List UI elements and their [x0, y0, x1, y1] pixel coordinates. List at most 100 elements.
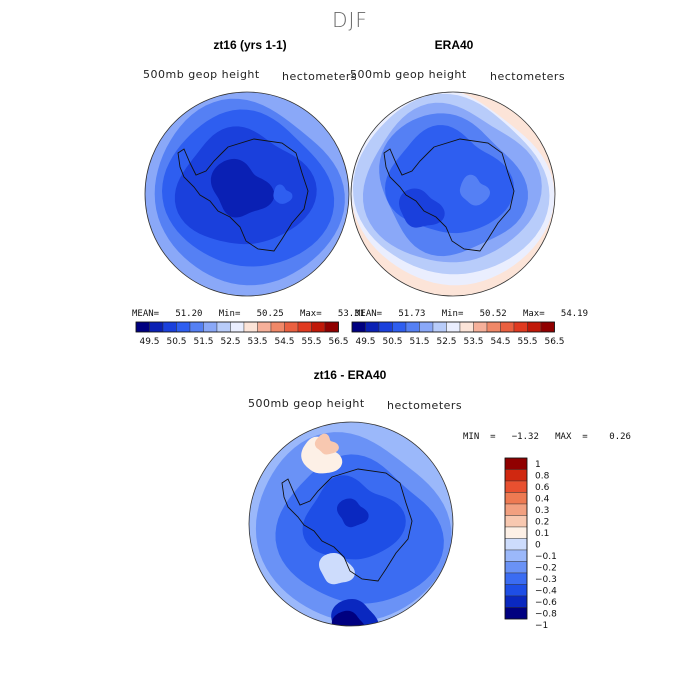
panel3-colorbar-tick-label-13: −0.8 — [535, 609, 557, 619]
panel2-colorbar-swatch-6 — [432, 321, 447, 333]
panel3-colorbar-tick-label-9: −0.2 — [535, 563, 557, 573]
panel1-colorbar-swatch-2 — [162, 321, 177, 333]
panel3-colorbar-swatch-2 — [504, 480, 528, 493]
panel3-colorbar-tick-label-7: 0 — [535, 540, 541, 550]
panel1-colorbar-swatch-14 — [324, 321, 339, 333]
panel1-colorbar-swatch-3 — [176, 321, 191, 333]
panel2-colorbar: 49.5 50.5 51.5 52.5 53.5 54.5 55.5 56.5 — [351, 321, 565, 347]
panel1-colorbar-swatch-8 — [243, 321, 258, 333]
panel3-map — [248, 421, 454, 627]
panel2-variable-label: 500mb geop height — [350, 68, 467, 81]
panel1-colorbar-tick-label-7: 56.5 — [328, 337, 348, 347]
panel3-map-band-4 — [337, 498, 369, 528]
panel1-colorbar-frame — [135, 321, 339, 333]
panel3-stats: MIN = −1.32 MAX = 0.26 — [463, 432, 631, 442]
panel1-colorbar-swatch-10 — [270, 321, 285, 333]
panel1-colorbar-swatch-12 — [297, 321, 312, 333]
panel1-stats: MEAN= 51.20 Min= 50.25 Max= 53.31 — [132, 309, 365, 319]
panel3-colorbar-frame — [504, 457, 528, 620]
panel3-colorbar-swatch-7 — [504, 538, 528, 551]
panel3-colorbar-tick-label-10: −0.3 — [535, 575, 557, 585]
panel3-colorbar-swatch-5 — [504, 515, 528, 528]
panel1-colorbar-swatch-11 — [284, 321, 299, 333]
panel3-colorbar-swatch-11 — [504, 584, 528, 597]
panel1-colorbar-swatch-5 — [203, 321, 218, 333]
panel3-colorbar-tick-label-1: 0.8 — [535, 471, 550, 481]
panel2-colorbar-swatch-13 — [527, 321, 542, 333]
panel1-map-boundary — [144, 91, 350, 297]
panel1-map-band-4 — [210, 158, 275, 218]
panel2-colorbar-swatch-5 — [419, 321, 434, 333]
panel1-colorbar-swatch-4 — [189, 321, 204, 333]
panel3-map-band-9 — [331, 610, 367, 626]
panel1-colorbar-tick-label-1: 50.5 — [166, 337, 186, 347]
panel1-map-coastline — [177, 138, 309, 252]
panel2-colorbar-tick-label-1: 50.5 — [382, 337, 402, 347]
panel2-map-band-6 — [459, 174, 490, 206]
panel1-colorbar-swatch-0 — [135, 321, 150, 333]
panel1-colorbar-tick-label-4: 53.5 — [247, 337, 267, 347]
panel1-variable-label: 500mb geop height — [143, 68, 260, 81]
panel2-map-fill — [351, 92, 555, 296]
panel3-colorbar-tick-label-0: 1 — [535, 460, 541, 470]
panel2-colorbar-tick-label-5: 54.5 — [490, 337, 510, 347]
panel3-colorbar-tick-label-5: 0.2 — [535, 517, 549, 527]
panel2-units-label: hectometers — [490, 70, 566, 83]
panel3-colorbar-swatch-6 — [504, 526, 528, 539]
panel3-colorbar-tick-label-11: −0.4 — [535, 586, 557, 596]
panel1-colorbar-tick-label-0: 49.5 — [139, 337, 159, 347]
panel1-colorbar: 49.5 50.5 51.5 52.5 53.5 54.5 55.5 56.5 — [135, 321, 349, 347]
panel1-colorbar-tick-label-2: 51.5 — [193, 337, 213, 347]
panel2-colorbar-swatch-10 — [486, 321, 501, 333]
panel2-colorbar-swatch-4 — [405, 321, 420, 333]
panel3-colorbar-swatch-1 — [504, 469, 528, 482]
panel3-variable-label: 500mb geop height — [248, 397, 365, 410]
panel1-units-label: hectometers — [282, 70, 358, 83]
panel1-colorbar-tick-label-3: 52.5 — [220, 337, 240, 347]
panel3-colorbar-swatch-3 — [504, 492, 528, 505]
panel2-colorbar-swatch-8 — [459, 321, 474, 333]
panel2-colorbar-tick-label-2: 51.5 — [409, 337, 429, 347]
panel2-stats: MEAN= 51.73 Min= 50.52 Max= 54.19 — [355, 309, 588, 319]
panel3-colorbar-tick-label-4: 0.3 — [535, 506, 549, 516]
panel2-colorbar-swatch-14 — [540, 321, 555, 333]
panel3-colorbar-tick-label-12: −0.6 — [535, 598, 557, 608]
panel3-title: zt16 - ERA40 — [313, 368, 387, 382]
panel2-map — [350, 91, 556, 297]
panel2-colorbar-swatch-0 — [351, 321, 366, 333]
panel2-colorbar-tick-label-3: 52.5 — [436, 337, 456, 347]
panel3-colorbar-tick-label-2: 0.6 — [535, 483, 550, 493]
figure-title: DJF — [332, 8, 368, 32]
panel1-map-band-5 — [273, 184, 293, 204]
panel1-colorbar-swatch-7 — [230, 321, 245, 333]
panel1-colorbar-swatch-9 — [257, 321, 272, 333]
panel2-colorbar-swatch-1 — [365, 321, 380, 333]
panel2-colorbar-swatch-2 — [378, 321, 393, 333]
panel3-colorbar-tick-label-8: −0.1 — [535, 552, 557, 562]
panel2-colorbar-tick-label-0: 49.5 — [355, 337, 375, 347]
panel1-colorbar-swatch-13 — [311, 321, 326, 333]
panel1-colorbar-swatch-6 — [216, 321, 231, 333]
panel2-colorbar-frame — [351, 321, 555, 333]
panel3-colorbar-swatch-4 — [504, 503, 528, 516]
panel3-colorbar-swatch-0 — [504, 457, 528, 470]
panel2-colorbar-tick-label-6: 55.5 — [517, 337, 537, 347]
panel3-map-boundary — [248, 421, 454, 627]
panel2-colorbar-tick-label-7: 56.5 — [544, 337, 564, 347]
panel2-colorbar-swatch-3 — [392, 321, 407, 333]
panel3-colorbar: 10.8 0.60.4 0.30.2 0.10 −0.1−0.2 −0.3−0.4 −0.6… — [504, 457, 557, 631]
panel1-map-fill — [145, 92, 349, 296]
panel3-map-fill — [249, 422, 453, 626]
panel3-map-band-6 — [314, 433, 339, 455]
panel2-map-boundary — [350, 91, 556, 297]
panel3-colorbar-swatch-13 — [504, 607, 528, 620]
panel2-colorbar-swatch-9 — [473, 321, 488, 333]
panel3-map-coastline — [281, 468, 413, 582]
panel3-colorbar-tick-label-3: 0.4 — [535, 494, 550, 504]
panel3-colorbar-swatch-12 — [504, 595, 528, 608]
panel3-colorbar-swatch-10 — [504, 572, 528, 585]
panel2-map-coastline — [383, 138, 515, 252]
panel1-title: zt16 (yrs 1-1) — [213, 38, 287, 52]
panel3-colorbar-tick-label-14: −1 — [535, 621, 548, 631]
panel2-colorbar-swatch-11 — [500, 321, 515, 333]
